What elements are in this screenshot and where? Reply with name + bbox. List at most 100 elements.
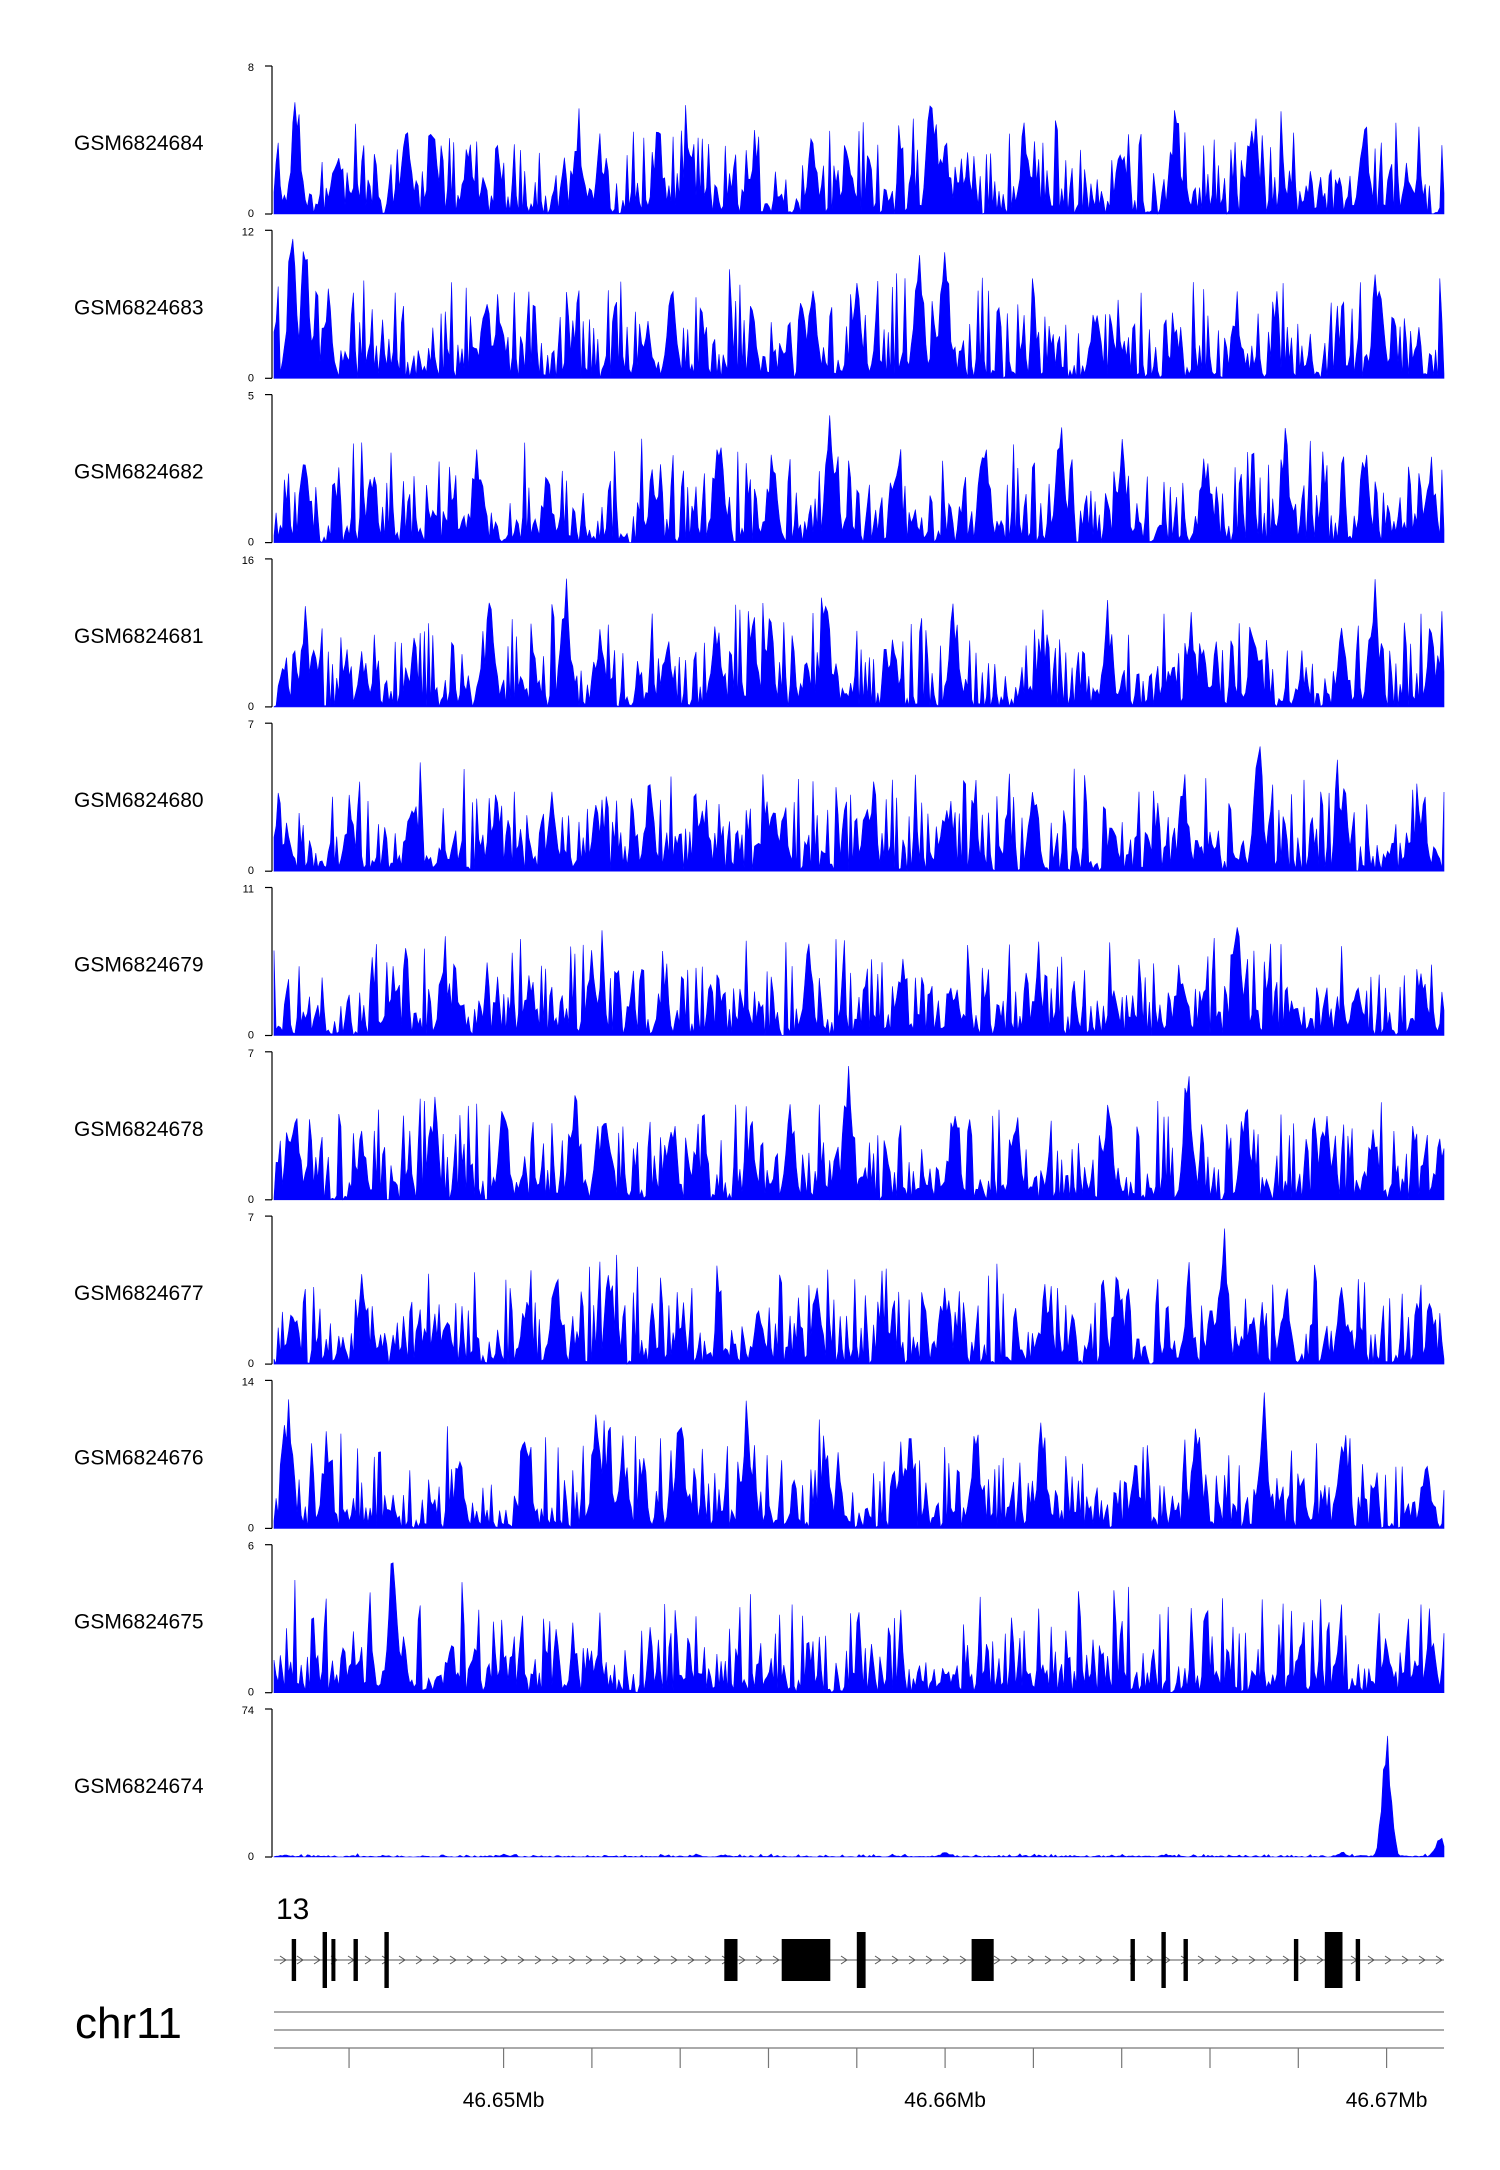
exon-block xyxy=(384,1932,389,1988)
track-label: GSM6824681 xyxy=(74,625,204,648)
track-label: GSM6824682 xyxy=(74,461,204,484)
y-min-label: 0 xyxy=(248,372,254,384)
strand-arrow xyxy=(364,1955,372,1965)
exon-block xyxy=(1324,1932,1343,1988)
y-max-label: 5 xyxy=(248,391,254,403)
coverage-area xyxy=(273,1392,1445,1530)
y-min-label: 0 xyxy=(248,1358,254,1370)
coverage-area xyxy=(273,1562,1445,1694)
strand-arrow xyxy=(1197,1955,1205,1965)
track-label: GSM6824680 xyxy=(74,789,204,812)
strand-arrow xyxy=(1112,1955,1120,1965)
strand-arrow xyxy=(959,1955,967,1965)
strand-arrow xyxy=(1384,1955,1392,1965)
track-label: GSM6824675 xyxy=(74,1611,204,1634)
coverage-area xyxy=(273,746,1445,872)
strand-arrow xyxy=(1435,1955,1443,1965)
strand-arrow xyxy=(1163,1955,1171,1965)
coverage-area xyxy=(273,415,1445,544)
track-GSM6824675: GSM6824675 6 0 xyxy=(74,1541,1445,1699)
y-max-label: 7 xyxy=(248,719,254,731)
gene-label: 13 xyxy=(276,1893,309,1926)
coverage-area xyxy=(273,238,1445,379)
strand-arrow xyxy=(551,1955,559,1965)
y-min-label: 0 xyxy=(248,1194,254,1206)
strand-arrow xyxy=(704,1955,712,1965)
strand-arrow xyxy=(1095,1955,1103,1965)
exon-block xyxy=(1355,1939,1361,1981)
strand-arrow xyxy=(466,1955,474,1965)
track-GSM6824681: GSM6824681 16 0 xyxy=(74,555,1445,713)
strand-arrow xyxy=(993,1955,1001,1965)
coverage-area xyxy=(273,1735,1445,1858)
coverage-area xyxy=(273,1065,1445,1201)
exon-block xyxy=(1183,1939,1188,1981)
track-GSM6824684: GSM6824684 8 0 xyxy=(74,62,1445,220)
y-max-label: 74 xyxy=(242,1705,254,1717)
x-tick-label: 46.66Mb xyxy=(904,2089,986,2112)
strand-arrow xyxy=(517,1955,525,1965)
strand-arrow xyxy=(449,1955,457,1965)
strand-arrow xyxy=(755,1955,763,1965)
strand-arrow xyxy=(653,1955,661,1965)
y-min-label: 0 xyxy=(248,208,254,220)
strand-arrow xyxy=(296,1955,304,1965)
y-max-label: 14 xyxy=(242,1376,254,1388)
strand-arrow xyxy=(398,1955,406,1965)
track-label: GSM6824683 xyxy=(74,296,204,319)
strand-arrow xyxy=(738,1955,746,1965)
track-label: GSM6824678 xyxy=(74,1118,204,1141)
exon-block xyxy=(291,1939,297,1981)
strand-arrow xyxy=(1231,1955,1239,1965)
strand-arrow xyxy=(1044,1955,1052,1965)
strand-arrow xyxy=(772,1955,780,1965)
strand-arrow xyxy=(670,1955,678,1965)
strand-arrow xyxy=(891,1955,899,1965)
coverage-area xyxy=(273,927,1445,1037)
strand-arrow xyxy=(279,1955,287,1965)
track-GSM6824679: GSM6824679 11 0 xyxy=(74,884,1445,1042)
strand-arrow xyxy=(1078,1955,1086,1965)
exon-block xyxy=(1161,1932,1166,1988)
strand-arrow xyxy=(1265,1955,1273,1965)
y-max-label: 12 xyxy=(242,226,254,238)
strand-arrow xyxy=(1367,1955,1375,1965)
strand-arrow xyxy=(534,1955,542,1965)
strand-arrow xyxy=(1316,1955,1324,1965)
strand-arrow xyxy=(619,1955,627,1965)
track-label: GSM6824684 xyxy=(74,132,204,155)
exon-block xyxy=(781,1939,831,1981)
strand-arrow xyxy=(1248,1955,1256,1965)
strand-arrow xyxy=(1146,1955,1154,1965)
strand-arrow xyxy=(415,1955,423,1965)
track-GSM6824677: GSM6824677 7 0 xyxy=(74,1212,1445,1370)
x-tick-label: 46.67Mb xyxy=(1346,2089,1428,2112)
gene-annotation-track: 13 xyxy=(274,1893,1444,1988)
strand-arrow xyxy=(874,1955,882,1965)
exon-block xyxy=(1130,1939,1135,1981)
y-min-label: 0 xyxy=(248,1851,254,1863)
exon-block xyxy=(331,1939,336,1981)
strand-arrow xyxy=(925,1955,933,1965)
y-max-label: 6 xyxy=(248,1541,254,1553)
strand-arrow xyxy=(483,1955,491,1965)
y-max-label: 7 xyxy=(248,1048,254,1060)
strand-arrow xyxy=(636,1955,644,1965)
strand-arrow xyxy=(1061,1955,1069,1965)
y-min-label: 0 xyxy=(248,1522,254,1534)
coverage-area xyxy=(273,102,1445,215)
strand-arrow xyxy=(908,1955,916,1965)
track-GSM6824683: GSM6824683 12 0 xyxy=(74,226,1445,384)
exon-block xyxy=(353,1939,358,1981)
track-label: GSM6824676 xyxy=(74,1446,204,1469)
strand-arrow xyxy=(1282,1955,1290,1965)
y-max-label: 16 xyxy=(242,555,254,567)
exon-block xyxy=(856,1932,866,1988)
strand-arrow xyxy=(568,1955,576,1965)
strand-arrow xyxy=(602,1955,610,1965)
track-label: GSM6824679 xyxy=(74,954,204,977)
strand-arrow xyxy=(313,1955,321,1965)
strand-arrow xyxy=(1299,1955,1307,1965)
chromosome-label: chr11 xyxy=(75,1999,182,2048)
